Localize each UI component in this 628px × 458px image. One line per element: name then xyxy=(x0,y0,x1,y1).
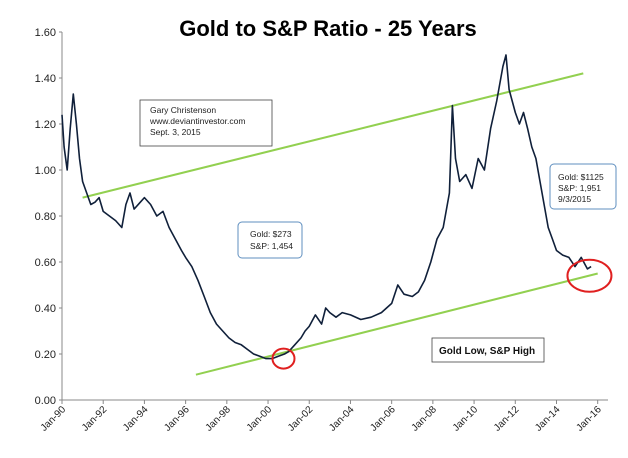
author-site: www.deviantinvestor.com xyxy=(149,116,245,126)
highlight-circles xyxy=(271,258,613,370)
x-tick-label: Jan-90 xyxy=(39,404,69,434)
upper-trendline xyxy=(82,72,584,199)
x-tick-label: Jan-16 xyxy=(574,404,604,434)
y-tick-label: 0.20 xyxy=(35,349,56,361)
y-axis-ticks: 0.00 0.20 0.40 0.60 0.80 1.00 1.20 1.40 1.60 xyxy=(35,27,62,407)
current-value-circle xyxy=(566,258,613,293)
sp-current-value: S&P: 1,951 xyxy=(558,183,601,193)
author-name: Gary Christenson xyxy=(150,105,216,115)
x-tick-label: Jan-98 xyxy=(204,404,234,434)
gold-low-price: Gold: $273 xyxy=(250,229,292,239)
x-tick-label: Jan-12 xyxy=(492,404,522,434)
x-tick-label: Jan-04 xyxy=(327,404,357,434)
series-line-gold-sp-ratio xyxy=(61,54,592,360)
chart-title: Gold to S&P Ratio - 25 Years xyxy=(179,16,477,41)
x-axis-ticks: Jan-90 Jan-92 Jan-94 Jan-96 Jan-98 Jan-00 Jan-… xyxy=(39,400,604,434)
x-tick-label: Jan-96 xyxy=(162,404,192,434)
y-tick-label: 1.20 xyxy=(35,119,56,131)
svg-text:Gold Low, S&P High: Gold Low, S&P High xyxy=(439,346,535,357)
gold-low-circle xyxy=(271,347,296,370)
current-box: Gold: $1125 S&P: 1,951 9/3/2015 xyxy=(549,163,617,210)
gold-current-price: Gold: $1125 xyxy=(558,172,604,182)
author-box: Gary Christenson www.deviantinvestor.com… xyxy=(139,99,273,147)
x-tick-label: Jan-94 xyxy=(121,404,151,434)
sp-high-value: S&P: 1,454 xyxy=(250,241,293,251)
x-tick-label: Jan-00 xyxy=(245,404,275,434)
y-tick-label: 0.80 xyxy=(35,211,56,223)
x-tick-label: Jan-14 xyxy=(533,404,563,434)
y-tick-label: 1.40 xyxy=(35,73,56,85)
x-tick-label: Jan-92 xyxy=(80,404,110,434)
y-tick-label: 1.00 xyxy=(35,165,56,177)
gold-low-sp-high-label: Gold Low, S&P High xyxy=(431,337,545,363)
y-tick-label: 0.00 xyxy=(35,395,56,407)
x-tick-label: Jan-06 xyxy=(368,404,398,434)
x-tick-label: Jan-10 xyxy=(451,404,481,434)
y-tick-label: 0.60 xyxy=(35,257,56,269)
x-tick-label: Jan-08 xyxy=(410,404,440,434)
gold-low-box: Gold: $273 S&P: 1,454 xyxy=(237,221,303,259)
y-tick-label: 1.60 xyxy=(35,27,56,39)
y-tick-label: 0.40 xyxy=(35,303,56,315)
author-date: Sept. 3, 2015 xyxy=(150,127,201,137)
current-date: 9/3/2015 xyxy=(558,194,591,204)
x-tick-label: Jan-02 xyxy=(286,404,316,434)
